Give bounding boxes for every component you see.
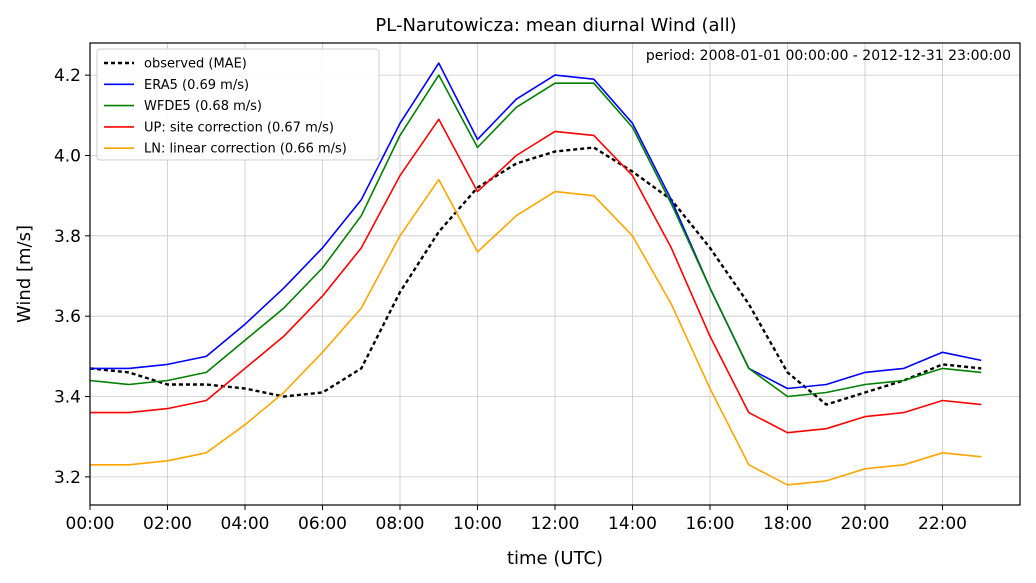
series-line-2 bbox=[90, 62, 982, 390]
series-line-3 bbox=[89, 74, 982, 398]
x-tick-label: 08:00 bbox=[376, 514, 425, 534]
x-tick-label: 22:00 bbox=[918, 514, 967, 534]
x-tick-label: 02:00 bbox=[143, 514, 192, 534]
series-group bbox=[89, 62, 982, 486]
y-tick-label: 4.0 bbox=[54, 146, 81, 166]
x-tick-label: 12:00 bbox=[531, 514, 580, 534]
x-tick-label: 10:00 bbox=[453, 514, 502, 534]
x-tick-label: 20:00 bbox=[841, 514, 890, 534]
legend: observed (MAE) ERA5 (0.69 m/s) WFDE5 (0.68… bbox=[96, 48, 380, 161]
x-tick-label: 18:00 bbox=[763, 514, 812, 534]
x-tick-label: 00:00 bbox=[66, 514, 115, 534]
y-tick-label: 3.6 bbox=[54, 307, 81, 327]
x-tick-label: 16:00 bbox=[686, 514, 735, 534]
x-tick-label: 14:00 bbox=[608, 514, 657, 534]
period-annotation: period: 2008-01-01 00:00:00 - 2012-12-31… bbox=[646, 48, 1011, 64]
chart-title: PL-Narutowicza: mean diurnal Wind (all) bbox=[375, 15, 736, 36]
legend-box bbox=[96, 48, 380, 161]
series-line-1 bbox=[89, 146, 982, 406]
x-tick-label: 06:00 bbox=[298, 514, 347, 534]
series-line-4 bbox=[90, 118, 982, 434]
y-tick-label: 3.4 bbox=[54, 388, 81, 408]
legend-label: UP: site correction (0.67 m/s) bbox=[144, 120, 334, 135]
y-tick-label: 3.2 bbox=[54, 468, 81, 488]
y-tick-label: 4.2 bbox=[54, 66, 81, 86]
x-tick-label: 04:00 bbox=[221, 514, 270, 534]
y-axis-label: Wind [m/s] bbox=[14, 225, 35, 323]
legend-label: LN: linear correction (0.66 m/s) bbox=[144, 142, 347, 157]
legend-label: observed (MAE) bbox=[144, 57, 247, 72]
axis-ticks: 00:00 02:00 04:00 06:00 08:00 10:00 12:00 14:00… bbox=[54, 66, 967, 534]
series-line-5 bbox=[90, 178, 982, 486]
x-axis-label: time (UTC) bbox=[507, 548, 603, 569]
legend-label: ERA5 (0.69 m/s) bbox=[144, 78, 249, 93]
legend-label: WFDE5 (0.68 m/s) bbox=[144, 99, 262, 114]
y-tick-label: 3.8 bbox=[54, 227, 81, 247]
